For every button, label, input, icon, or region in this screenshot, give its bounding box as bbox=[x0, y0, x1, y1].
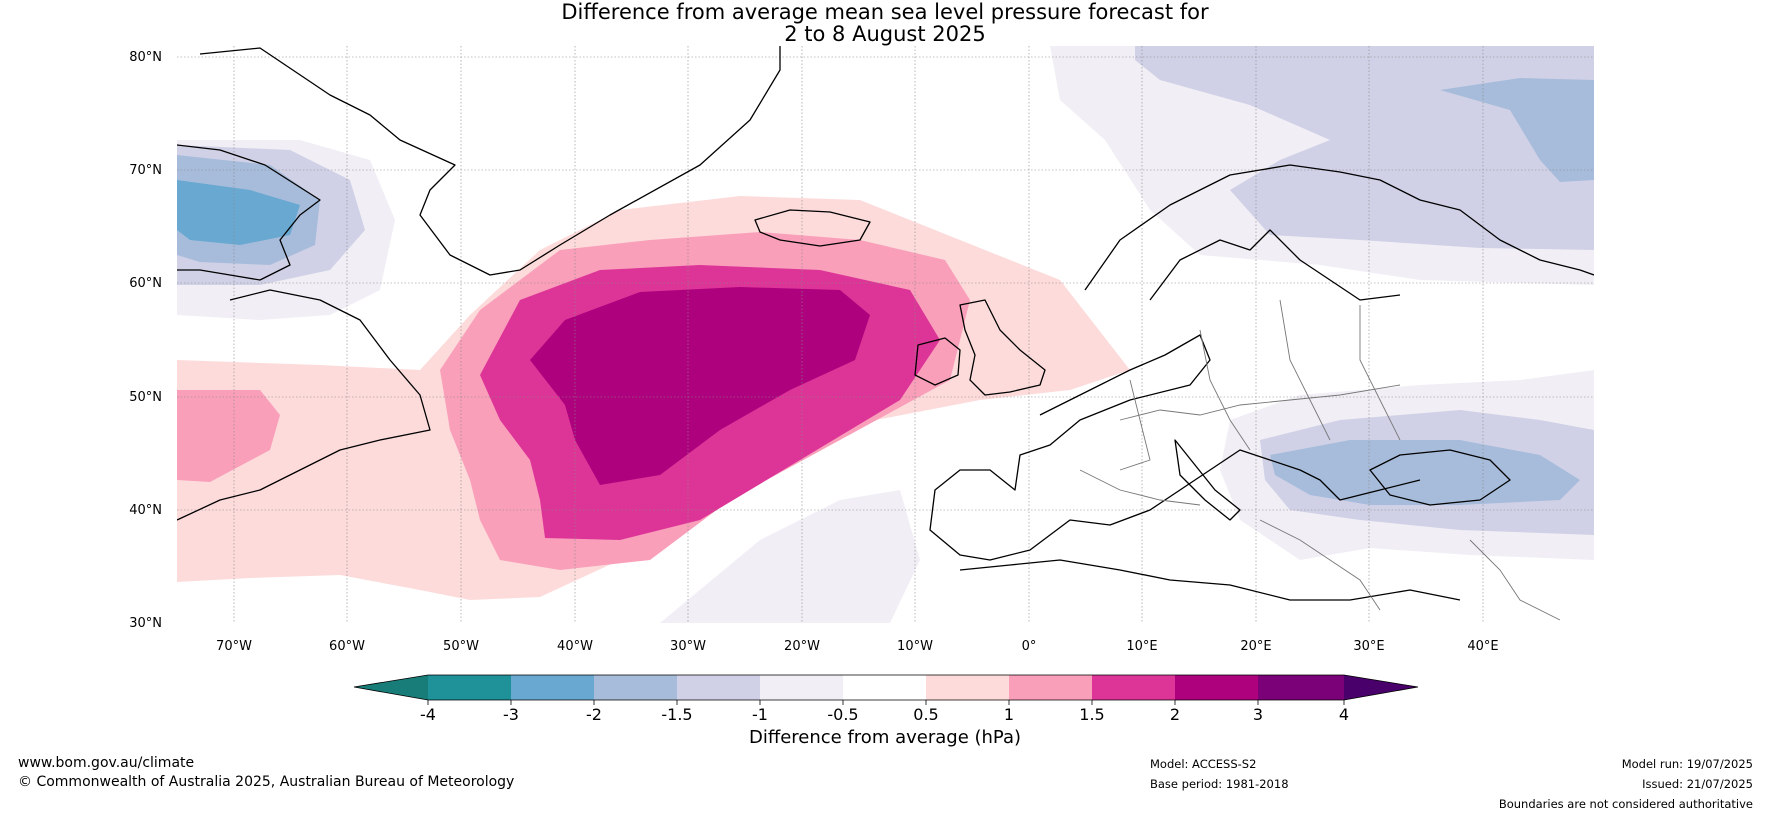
country-borders bbox=[1079, 299, 1561, 621]
coastline-black-sea bbox=[1369, 449, 1511, 506]
coastline-britain bbox=[959, 299, 1046, 396]
coastline-north-africa bbox=[959, 559, 1461, 601]
colorbar-tick-label: 4 bbox=[1339, 705, 1349, 724]
colorbar: -4 -3 -2 -1.5 -1 -0.5 0.5 1 1.5 2 3 4 bbox=[353, 674, 1419, 724]
lon-label: 50°W bbox=[443, 639, 479, 654]
lon-label: 40°E bbox=[1467, 639, 1498, 654]
colorbar-segment bbox=[1009, 675, 1092, 700]
colorbar-tick-label: 2 bbox=[1170, 705, 1180, 724]
longitude-labels: 70°W 60°W 50°W 40°W 30°W 20°W 10°W 0° 10… bbox=[216, 639, 1499, 654]
colorbar-segment bbox=[760, 675, 843, 700]
lon-label: 20°W bbox=[784, 639, 820, 654]
colorbar-low-extend bbox=[354, 675, 428, 700]
latitude-labels: 80°N 70°N 60°N 50°N 40°N 30°N bbox=[129, 50, 162, 631]
footer-disclaimer: Boundaries are not considered authoritat… bbox=[1498, 797, 1753, 811]
lat-label: 80°N bbox=[129, 50, 162, 65]
colorbar-segment bbox=[1175, 675, 1258, 700]
lat-label: 70°N bbox=[129, 163, 162, 178]
colorbar-tick-label: -1 bbox=[752, 705, 768, 724]
lon-label: 10°E bbox=[1126, 639, 1157, 654]
lat-label: 40°N bbox=[129, 503, 162, 518]
lon-label: 0° bbox=[1022, 639, 1037, 654]
lon-label: 10°W bbox=[897, 639, 933, 654]
coastline-italy bbox=[1174, 439, 1241, 521]
lat-label: 30°N bbox=[129, 616, 162, 631]
footer-copyright: © Commonwealth of Australia 2025, Austra… bbox=[18, 774, 515, 790]
colorbar-tick-label: -4 bbox=[420, 705, 436, 724]
anomaly-negative-strong-north bbox=[1440, 78, 1594, 182]
colorbar-tick-label: -3 bbox=[503, 705, 519, 724]
colorbar-segment bbox=[1092, 675, 1175, 700]
anomaly-negative-strong-east bbox=[1270, 440, 1580, 505]
colorbar-tick-label: 1 bbox=[1004, 705, 1014, 724]
coastline-greenland bbox=[199, 46, 781, 276]
colorbar-tick-label: -2 bbox=[586, 705, 602, 724]
colorbar-segment bbox=[594, 675, 677, 700]
colorbar-tick-label: -0.5 bbox=[827, 705, 858, 724]
pressure-anomaly-field bbox=[177, 46, 1594, 623]
coastline-baffin bbox=[177, 144, 321, 281]
colorbar-segment bbox=[926, 675, 1009, 700]
coastline-scandinavia bbox=[1084, 164, 1594, 291]
footer-model: Model: ACCESS-S2 bbox=[1150, 757, 1257, 771]
colorbar-segment bbox=[1258, 675, 1344, 700]
colorbar-segment bbox=[677, 675, 760, 700]
lon-label: 30°E bbox=[1353, 639, 1384, 654]
lon-label: 60°W bbox=[329, 639, 365, 654]
coastlines bbox=[177, 46, 1594, 601]
lon-label: 30°W bbox=[670, 639, 706, 654]
anomaly-negative-stronger-canada bbox=[177, 180, 300, 245]
colorbar-high-extend bbox=[1344, 675, 1418, 700]
colorbar-ticks bbox=[427, 700, 1345, 705]
lon-label: 40°W bbox=[557, 639, 593, 654]
lat-label: 50°N bbox=[129, 390, 162, 405]
colorbar-segment bbox=[511, 675, 594, 700]
map-title-line2: 2 to 8 August 2025 bbox=[784, 22, 986, 46]
coastline-sweden-finland bbox=[1149, 229, 1401, 301]
anomaly-positive-stronger bbox=[530, 287, 870, 485]
map-title-line1: Difference from average mean sea level p… bbox=[561, 0, 1209, 24]
lon-label: 20°E bbox=[1240, 639, 1271, 654]
colorbar-tick-label: 3 bbox=[1253, 705, 1263, 724]
footer-issued: Issued: 21/07/2025 bbox=[1642, 777, 1753, 791]
lon-label: 70°W bbox=[216, 639, 252, 654]
footer-url: www.bom.gov.au/climate bbox=[18, 755, 195, 771]
colorbar-title: Difference from average (hPa) bbox=[748, 727, 1022, 748]
footer-base-period: Base period: 1981-2018 bbox=[1150, 777, 1289, 791]
colorbar-tick-label: -1.5 bbox=[661, 705, 692, 724]
coastline-labrador bbox=[177, 289, 431, 521]
colorbar-tick-label: 1.5 bbox=[1079, 705, 1104, 724]
coastline-ireland bbox=[914, 337, 961, 386]
lat-label: 60°N bbox=[129, 276, 162, 291]
colorbar-tick-label: 0.5 bbox=[913, 705, 938, 724]
coastline-iceland bbox=[754, 209, 871, 247]
graticule bbox=[177, 46, 1594, 623]
colorbar-segment bbox=[843, 675, 926, 700]
anomaly-negative-light-atlantic bbox=[660, 490, 920, 623]
colorbar-segment bbox=[428, 675, 511, 700]
footer-model-run: Model run: 19/07/2025 bbox=[1621, 757, 1753, 771]
